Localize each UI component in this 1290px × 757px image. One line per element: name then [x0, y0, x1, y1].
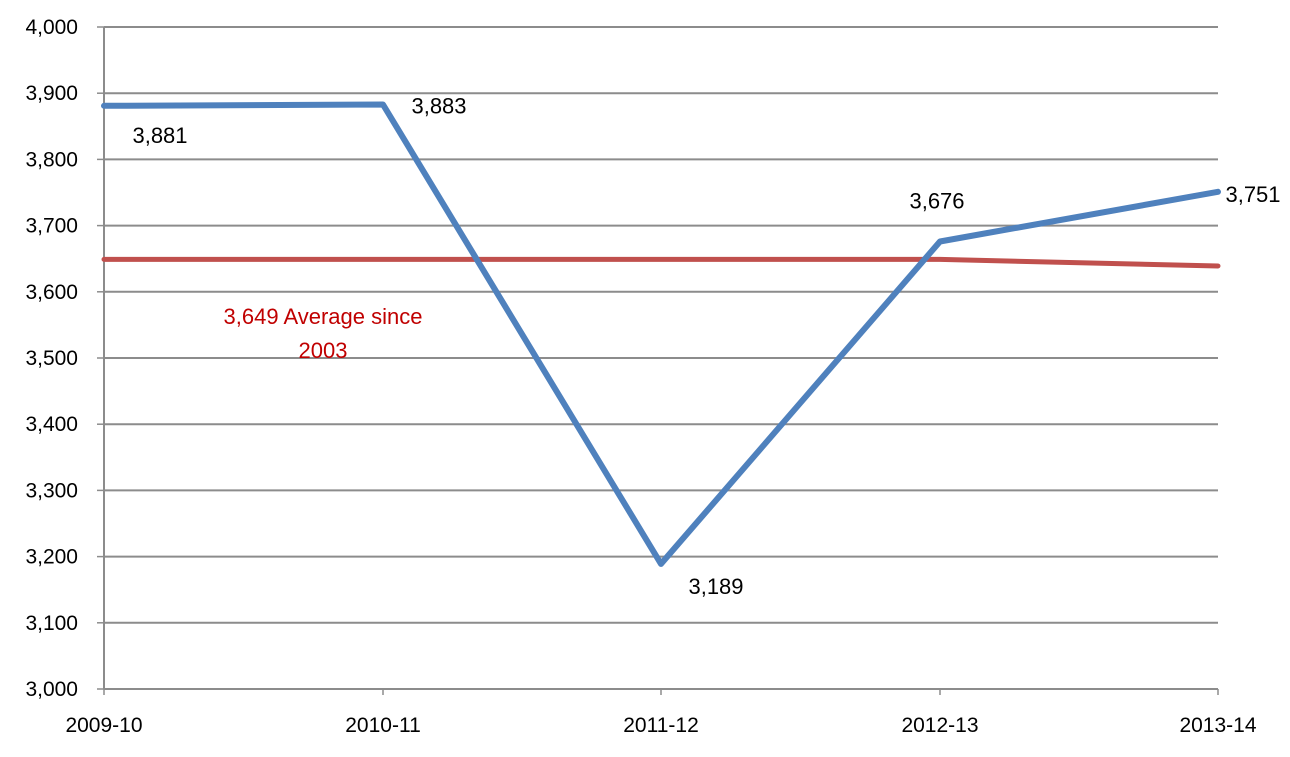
y-tick-label: 3,300: [25, 479, 78, 502]
x-tick-label: 2009-10: [65, 714, 142, 737]
x-tick-label: 2013-14: [1179, 714, 1256, 737]
average-annotation: 3,649 Average since 2003: [224, 304, 423, 363]
data-label: 3,881: [132, 123, 187, 148]
y-tick-label: 4,000: [25, 16, 78, 39]
y-tick-label: 3,100: [25, 612, 78, 635]
average-annotation-line-2: 2003: [299, 338, 348, 363]
series-line-average: [101, 256, 1221, 269]
y-axis-ticks: 3,000 3,100 3,200 3,300 3,400 3,500 3,600 3,700…: [25, 16, 104, 701]
y-tick-label: 3,700: [25, 215, 78, 238]
x-tick-label: 2010-11: [345, 714, 421, 737]
y-tick-label: 3,200: [25, 546, 78, 569]
series-line-main: [101, 101, 1221, 567]
y-tick-label: 3,800: [25, 148, 78, 171]
y-tick-label: 3,500: [25, 347, 78, 370]
data-label: 3,676: [909, 188, 964, 213]
y-tick-label: 3,000: [25, 678, 78, 701]
x-axis-ticks: 2009-10 2010-11 2011-12 2012-13 2013-14: [65, 689, 1257, 737]
y-tick-label: 3,900: [25, 82, 78, 105]
series-layer: [101, 101, 1221, 567]
data-label: 3,189: [688, 574, 743, 599]
y-tick-label: 3,600: [25, 281, 78, 304]
gridlines: [104, 26, 1218, 624]
data-labels: 3,881 3,883 3,189 3,676 3,751: [132, 93, 1280, 598]
data-label: 3,883: [411, 93, 466, 118]
y-tick-label: 3,400: [25, 413, 78, 436]
x-tick-label: 2012-13: [901, 714, 978, 737]
data-label: 3,751: [1225, 182, 1280, 207]
x-tick-label: 2011-12: [623, 714, 699, 737]
average-annotation-line-1: 3,649 Average since: [224, 304, 423, 329]
